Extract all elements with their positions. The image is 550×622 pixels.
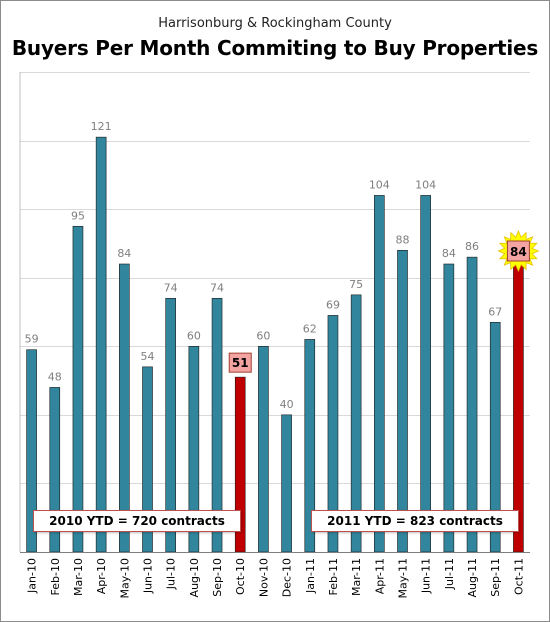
x-tick-label: Dec-10 (281, 558, 294, 597)
data-label: 67 (488, 305, 502, 318)
x-tick-label: Aug-11 (466, 558, 479, 597)
data-label: 84 (117, 247, 131, 260)
x-tick-labels: Jan-10 Feb-10 Mar-10 Apr-10 May-10 Jun-10 Jul-… (26, 558, 526, 599)
x-tick-label: Jul-10 (165, 558, 178, 590)
x-tick-label: Jun-11 (420, 558, 433, 594)
data-label: 84 (510, 245, 527, 259)
x-tick-label: Oct-10 (234, 558, 247, 595)
bar-apr-11 (374, 195, 385, 553)
x-tick-label: Oct-11 (512, 558, 525, 595)
x-tick-label: May-11 (397, 558, 410, 599)
data-label: 84 (442, 247, 456, 260)
x-tick-label: Jun-10 (142, 558, 155, 594)
data-label: 60 (256, 329, 270, 342)
x-tick-label: May-10 (118, 558, 131, 599)
chart-title: Buyers Per Month Commiting to Buy Proper… (11, 36, 539, 60)
x-tick-label: Aug-10 (188, 558, 201, 597)
data-label: 104 (415, 178, 436, 191)
data-label: 121 (91, 120, 112, 133)
bar-aug-11 (466, 256, 478, 553)
bar-may-10 (119, 263, 130, 553)
x-tick-label: Sep-11 (489, 558, 502, 597)
bar-dec-10 (281, 414, 292, 553)
data-label: 74 (210, 281, 224, 294)
highlight-label-box (228, 352, 252, 373)
data-label: 86 (465, 240, 479, 253)
bar-jul-11 (443, 263, 455, 553)
x-tick-label: Mar-10 (72, 558, 85, 596)
bar-apr-10 (95, 136, 107, 553)
x-tick-label: Sep-10 (211, 558, 224, 597)
x-tick-label: Jan-10 (26, 558, 39, 594)
data-label: 40 (280, 398, 294, 411)
data-label: 104 (369, 178, 390, 191)
bar-nov-10 (258, 345, 269, 553)
x-tick-label: Nov-10 (257, 558, 270, 597)
highlight-label-box (506, 240, 530, 262)
data-label: 48 (48, 370, 62, 383)
x-tick-label: Jan-11 (304, 558, 317, 594)
data-label: 60 (187, 329, 201, 342)
data-label: 51 (232, 356, 249, 370)
bar-mar-10 (72, 225, 84, 553)
x-tick-label: Apr-11 (373, 558, 386, 594)
data-label: 62 (303, 322, 317, 335)
ytd-2010-annotation: 2010 YTD = 720 contracts (33, 510, 241, 532)
bar-oct-11 (513, 263, 524, 553)
data-label: 54 (141, 350, 155, 363)
x-tick-label: Mar-11 (350, 558, 363, 596)
bar-jun-11 (420, 195, 431, 553)
data-label: 59 (25, 333, 39, 346)
data-label: 74 (164, 281, 178, 294)
data-label: 95 (71, 209, 85, 222)
chart-subtitle: Harrisonburg & Rockingham County (158, 16, 392, 31)
bars (26, 136, 524, 553)
data-label: 75 (349, 278, 363, 291)
ytd-2011-annotation: 2011 YTD = 823 contracts (311, 510, 519, 532)
bar-may-11 (397, 249, 408, 553)
data-label: 69 (326, 298, 340, 311)
data-label: 88 (396, 233, 410, 246)
data-labels: 59 48 95 121 84 54 74 60 74 51 60 40 62 69 75 104 88 104 8… (25, 120, 540, 411)
x-tick-label: Feb-10 (49, 558, 62, 595)
x-tick-label: Apr-10 (95, 558, 108, 594)
x-tick-label: Feb-11 (327, 558, 340, 595)
x-tick-label: Jul-11 (443, 558, 456, 590)
